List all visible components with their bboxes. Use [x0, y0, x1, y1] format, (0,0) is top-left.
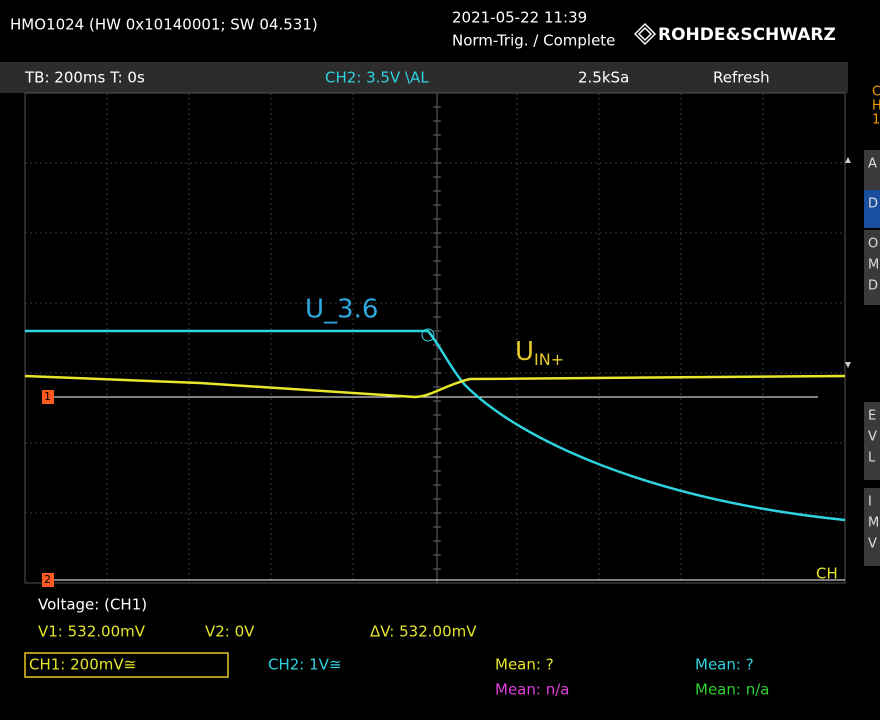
- side-button-label[interactable]: O: [868, 237, 878, 252]
- side-button-label[interactable]: D: [868, 197, 878, 212]
- ch1-trace-label: UIN+: [515, 337, 564, 369]
- measure-mean: Mean: n/a: [695, 681, 769, 699]
- timebase: TB: 200ms T: 0s: [24, 69, 145, 87]
- scroll-arrow: [845, 157, 851, 163]
- status-bar: [0, 62, 848, 93]
- trigger-point: [421, 328, 435, 342]
- measurement-delta: ΔV: 532.00mV: [370, 623, 477, 641]
- brand-logo: [633, 22, 657, 46]
- acquisition-mode: Refresh: [713, 69, 770, 87]
- measure-mean: Mean: ?: [495, 656, 554, 674]
- side-label: C: [872, 85, 880, 100]
- side-button-label[interactable]: E: [868, 409, 876, 424]
- measure-mean: Mean: ?: [695, 656, 754, 674]
- measurement-v2: V2: 0V: [205, 623, 255, 641]
- side-button-label[interactable]: D: [868, 279, 878, 294]
- ch2-trace: [25, 329, 846, 522]
- label-subscript: IN+: [534, 350, 564, 369]
- ch1-trace: [24, 374, 846, 399]
- ch1-setting[interactable]: CH1: 200mV≅: [29, 656, 136, 674]
- side-button[interactable]: [864, 402, 880, 480]
- side-button[interactable]: [864, 230, 880, 305]
- side-button-label[interactable]: L: [868, 451, 876, 466]
- measure-mean: Mean: n/a: [495, 681, 569, 699]
- ch1-box[interactable]: [24, 652, 229, 678]
- side-label: H: [872, 99, 880, 114]
- side-button-label[interactable]: A: [868, 157, 877, 172]
- sample-rate: 2.5kSa: [578, 69, 629, 87]
- ch1-marker: 1: [44, 390, 51, 403]
- side-button[interactable]: [864, 488, 880, 566]
- side-button-label[interactable]: V: [868, 430, 877, 445]
- side-button[interactable]: [864, 190, 880, 228]
- datetime: 2021-05-22 11:39: [452, 9, 587, 27]
- graticule-border: [24, 92, 846, 584]
- side-button-label[interactable]: M: [868, 516, 879, 531]
- measurement-v1: V1: 532.00mV: [38, 623, 146, 641]
- trigger-setting: CH2: 3.5V \AL: [325, 69, 429, 87]
- side-button-label[interactable]: M: [868, 258, 879, 273]
- side-button[interactable]: [864, 150, 880, 192]
- trigger-status: Norm-Trig. / Complete: [452, 32, 615, 50]
- ch2-trace-label: U_3.6: [305, 295, 378, 325]
- label-main: U: [515, 337, 534, 367]
- cursor-channel: CH: [816, 565, 838, 583]
- device-info: HMO1024 (HW 0x10140001; SW 04.531): [10, 16, 318, 34]
- measurement-title: Voltage: (CH1): [38, 596, 147, 614]
- ch2-marker-box: [42, 573, 54, 587]
- scroll-arrow: [845, 362, 851, 368]
- ch2-setting[interactable]: CH2: 1V≅: [268, 656, 342, 674]
- side-button-label[interactable]: I: [868, 495, 872, 510]
- ch2-marker: 2: [44, 573, 51, 586]
- side-button-label[interactable]: V: [868, 537, 877, 552]
- side-label: 1: [872, 113, 880, 128]
- brand: ROHDE&SCHWARZ: [658, 25, 836, 45]
- ch1-marker-box: [42, 390, 54, 404]
